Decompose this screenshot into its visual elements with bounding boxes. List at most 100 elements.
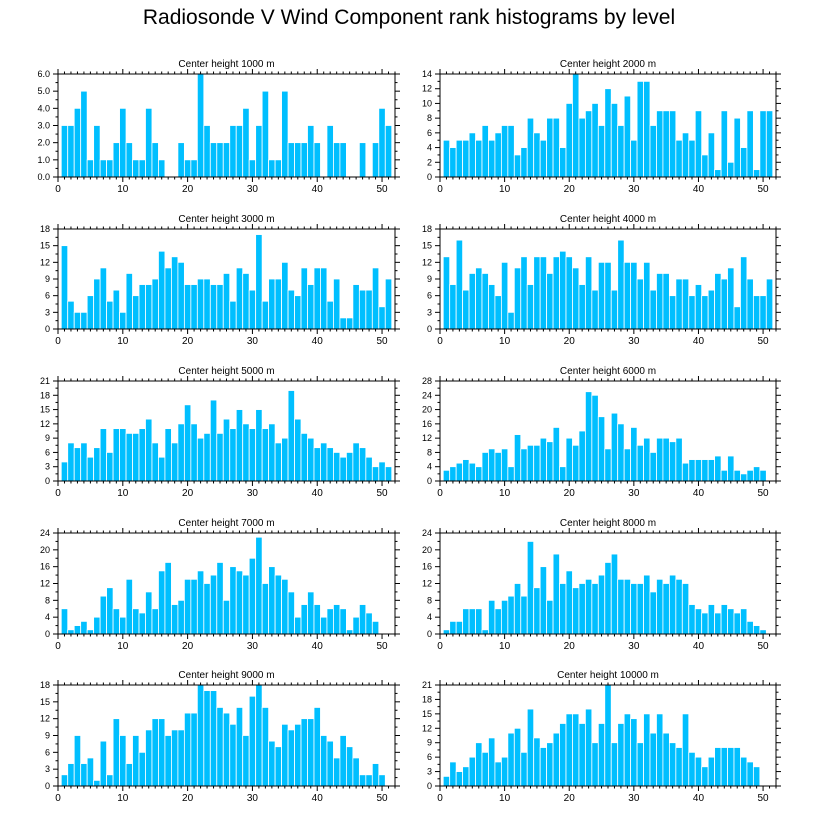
histogram-bar <box>73 107 82 178</box>
histogram-bar <box>513 583 522 635</box>
histogram-bar <box>307 125 315 178</box>
histogram-bar <box>60 774 69 787</box>
histogram-bar <box>80 90 88 178</box>
histogram-bar <box>222 599 231 635</box>
histogram-bar <box>559 466 567 482</box>
histogram-bar <box>759 629 767 635</box>
histogram-bar <box>294 295 302 330</box>
histogram-bar <box>520 595 528 635</box>
histogram-bar <box>610 289 619 330</box>
y-tick-label: 12 <box>422 579 432 589</box>
histogram-bar <box>507 595 515 635</box>
histogram-bar <box>449 620 457 635</box>
histogram-bar <box>733 747 741 787</box>
histogram-bar <box>752 295 761 330</box>
histogram-bar <box>720 469 728 482</box>
histogram-bar <box>649 289 657 330</box>
histogram-bar <box>287 591 295 635</box>
histogram-bar <box>681 278 690 330</box>
histogram-bar <box>99 740 108 787</box>
histogram-bar <box>86 159 95 178</box>
histogram-bar <box>500 125 509 178</box>
y-tick-label: 20 <box>422 545 432 555</box>
histogram-bar <box>462 139 470 178</box>
histogram-bar <box>559 583 567 635</box>
histogram-bar <box>520 448 528 482</box>
histogram-bar <box>190 159 198 178</box>
histogram-bar <box>500 599 509 635</box>
y-tick-label: 9 <box>45 433 50 443</box>
histogram-bar <box>584 110 593 178</box>
histogram-bar <box>248 695 257 787</box>
histogram-bar <box>630 718 638 787</box>
histogram-bar <box>158 718 166 787</box>
histogram-bar <box>617 423 625 482</box>
x-tick-label: 0 <box>55 641 61 652</box>
histogram-bar <box>222 712 231 787</box>
histogram-bar <box>248 428 257 482</box>
histogram-bar <box>281 90 289 178</box>
histogram-bar <box>281 437 289 482</box>
histogram-bar <box>610 103 619 178</box>
histogram-bar <box>681 462 690 482</box>
histogram-bar <box>365 289 373 330</box>
histogram-bar <box>597 574 606 635</box>
histogram-bar <box>707 604 716 635</box>
histogram-bar <box>365 612 373 635</box>
histogram-bar <box>727 267 735 330</box>
histogram-bar <box>462 289 470 330</box>
histogram-bar <box>584 391 593 482</box>
histogram-bar <box>552 256 560 330</box>
histogram-bar <box>468 462 476 482</box>
histogram-bar <box>300 267 308 330</box>
histogram-bar <box>746 110 754 178</box>
histogram-bar <box>80 620 88 635</box>
histogram-bar <box>694 459 703 482</box>
x-tick-label: 20 <box>182 793 194 804</box>
y-tick-label: 12 <box>40 579 50 589</box>
x-tick-label: 20 <box>564 641 576 652</box>
histogram-bar <box>494 761 502 787</box>
x-tick-label: 40 <box>693 488 705 499</box>
y-tick-label: 9 <box>427 274 432 284</box>
y-tick-label: 3 <box>45 462 50 472</box>
histogram-bar <box>196 73 205 178</box>
histogram-bar <box>623 95 632 178</box>
histogram-bar <box>86 456 95 482</box>
histogram-bar <box>145 591 153 635</box>
histogram-bar <box>333 757 341 787</box>
histogram-bar <box>707 756 716 787</box>
histogram-bar <box>307 718 315 787</box>
histogram-bar <box>546 117 554 178</box>
y-tick-label: 0 <box>45 781 50 791</box>
histogram-bar <box>668 295 677 330</box>
histogram-bar <box>668 574 677 635</box>
histogram-bar <box>500 448 509 482</box>
histogram-bar <box>552 732 560 787</box>
y-tick-label: 28 <box>422 376 432 386</box>
histogram-bar <box>358 289 367 330</box>
histogram-bar <box>662 583 670 635</box>
x-tick-label: 10 <box>117 488 129 499</box>
histogram-bar <box>99 595 108 635</box>
histogram-bar <box>158 456 166 482</box>
histogram-bar <box>468 132 476 178</box>
histogram-bar <box>701 766 709 787</box>
panel-title: Center height 4000 m <box>560 214 656 225</box>
y-tick-label: 18 <box>422 224 432 234</box>
histogram-bar <box>740 256 748 330</box>
histogram-bar <box>209 574 218 635</box>
histogram-bar <box>681 132 690 178</box>
histogram-bar <box>675 578 683 635</box>
histogram-bar <box>99 428 108 482</box>
histogram-bar <box>294 723 302 787</box>
y-tick-label: 18 <box>40 390 50 400</box>
histogram-bar <box>378 107 386 178</box>
histogram-bar <box>636 80 644 178</box>
x-tick-label: 10 <box>499 793 511 804</box>
histogram-bar <box>326 608 334 635</box>
y-tick-label: 9 <box>45 731 50 741</box>
histogram-bar <box>268 159 276 178</box>
histogram-bar <box>73 311 82 330</box>
